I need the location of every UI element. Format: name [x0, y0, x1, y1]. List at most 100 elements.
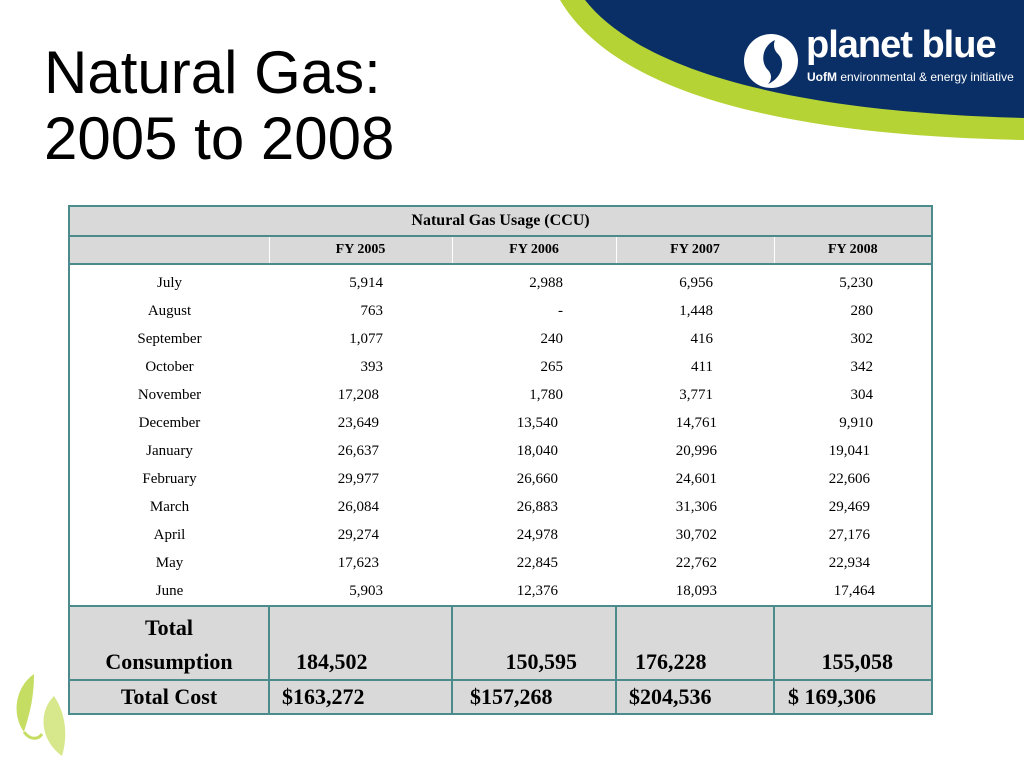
value-cell: 5,230	[774, 264, 934, 297]
value-cell: 265	[540, 358, 564, 375]
total-cost-label: Total Cost	[68, 679, 270, 715]
value-cell: 29,469	[774, 493, 934, 521]
month-cell: January	[68, 437, 269, 465]
table-row: April 29,274 24,978 30,702 27,176	[68, 521, 934, 549]
logo-tag-prefix: UofM	[807, 70, 837, 84]
value-cell: 6,956	[679, 274, 713, 291]
value-cell: 304	[774, 381, 934, 409]
natural-gas-usage-table: Natural Gas Usage (CCU) FY 2005 FY 2006 …	[67, 205, 934, 715]
month-cell: December	[68, 409, 269, 437]
value-cell: 26,660	[516, 470, 558, 487]
value-cell: 23,649	[337, 414, 379, 431]
slide-title-line2: 2005 to 2008	[44, 105, 395, 172]
value-cell: 22,845	[516, 554, 558, 571]
total-cost-value: $163,272	[268, 679, 453, 715]
column-header-fy2005: FY 2005	[268, 235, 452, 265]
value-cell: 3,771	[679, 386, 713, 403]
month-cell: August	[68, 297, 269, 325]
value-cell: 22,934	[774, 549, 934, 577]
month-cell: March	[68, 493, 269, 521]
value-cell: 13,540	[516, 414, 558, 431]
value-cell: 20,996	[675, 442, 717, 459]
value-cell: 1,780	[529, 386, 563, 403]
value-cell: 1,448	[679, 302, 713, 319]
table-row: October 393 265 411 342	[68, 353, 934, 381]
value-cell: 1,077	[349, 330, 383, 347]
column-header-fy2007: FY 2007	[615, 235, 774, 265]
month-cell: May	[68, 549, 269, 577]
table-row: January 26,637 18,040 20,996 19,041	[68, 437, 934, 465]
value-cell: 18,093	[675, 582, 717, 599]
table-row: December 23,649 13,540 14,761 9,910	[68, 409, 934, 437]
month-cell: June	[68, 577, 269, 606]
value-cell: 29,274	[337, 526, 379, 543]
total-cost-value: $204,536	[615, 679, 775, 715]
table-row: May 17,623 22,845 22,762 22,934	[68, 549, 934, 577]
value-cell: 24,601	[675, 470, 717, 487]
table-title: Natural Gas Usage (CCU)	[67, 205, 934, 237]
slide-title: Natural Gas: 2005 to 2008	[44, 40, 394, 172]
table-row: November 17,208 1,780 3,771 304	[68, 381, 934, 409]
total-label-line1: Total	[144, 615, 194, 640]
value-cell: 2,988	[529, 274, 563, 291]
month-cell: October	[68, 353, 269, 381]
column-header-blank	[68, 235, 269, 265]
total-consumption-value: 150,595	[451, 605, 617, 681]
column-header-fy2008: FY 2008	[773, 235, 934, 265]
value-cell: 22,606	[774, 465, 934, 493]
navy-swoosh	[585, 0, 1024, 118]
total-cost-value: $157,268	[451, 679, 617, 715]
month-cell: September	[68, 325, 269, 353]
value-cell: 17,623	[337, 554, 379, 571]
value-cell: 416	[690, 330, 714, 347]
value-cell: 26,084	[337, 498, 379, 515]
value-cell: 29,977	[337, 470, 379, 487]
table-row: July 5,914 2,988 6,956 5,230	[68, 264, 934, 297]
logo-tag-rest: environmental & energy initiative	[837, 70, 1014, 84]
planet-blue-swirl-icon	[744, 34, 798, 88]
logo-tagline: UofM environmental & energy initiative	[807, 70, 1014, 84]
value-cell: 17,464	[774, 577, 934, 606]
value-cell: 14,761	[675, 414, 717, 431]
value-cell: 302	[774, 325, 934, 353]
value-cell: 240	[540, 330, 564, 347]
total-label-line2: Consumption	[105, 649, 233, 674]
value-cell: 30,702	[675, 526, 717, 543]
value-cell: 22,762	[675, 554, 717, 571]
total-consumption-label: Total Consumption	[68, 605, 270, 681]
value-cell: 18,040	[516, 442, 558, 459]
value-cell: 27,176	[774, 521, 934, 549]
table-row: March 26,084 26,883 31,306 29,469	[68, 493, 934, 521]
month-cell: April	[68, 521, 269, 549]
value-cell: 9,910	[774, 409, 934, 437]
month-cell: November	[68, 381, 269, 409]
value-cell: 5,914	[349, 274, 383, 291]
logo-wordmark: planet blue	[806, 24, 997, 66]
value-cell: 31,306	[675, 498, 717, 515]
value-cell: 17,208	[337, 386, 379, 403]
leaf-icon	[16, 674, 66, 756]
value-cell: 26,883	[516, 498, 558, 515]
value-cell: 5,903	[349, 582, 383, 599]
value-cell: 24,978	[516, 526, 558, 543]
table-row: February 29,977 26,660 24,601 22,606	[68, 465, 934, 493]
column-header-fy2006: FY 2006	[451, 235, 616, 265]
total-cost-value: $ 169,306	[773, 679, 934, 715]
month-cell: February	[68, 465, 269, 493]
total-consumption-value: 176,228	[615, 605, 775, 681]
value-cell: -	[558, 302, 563, 319]
value-cell: 12,376	[516, 582, 558, 599]
value-cell: 26,637	[337, 442, 379, 459]
table-row: September 1,077 240 416 302	[68, 325, 934, 353]
value-cell: 763	[360, 302, 384, 319]
slide-title-line1: Natural Gas:	[44, 39, 381, 106]
value-cell: 393	[360, 358, 384, 375]
table-row: August 763 - 1,448 280	[68, 297, 934, 325]
total-cost-row: Total Cost $163,272 $157,268 $204,536 $ …	[68, 679, 934, 715]
value-cell: 280	[774, 297, 934, 325]
total-consumption-value: 184,502	[268, 605, 453, 681]
table-row: June 5,903 12,376 18,093 17,464	[68, 577, 934, 606]
value-cell: 342	[774, 353, 934, 381]
total-consumption-value: 155,058	[773, 605, 934, 681]
total-consumption-row: Total Consumption 184,502 150,595 176,22…	[68, 605, 934, 681]
